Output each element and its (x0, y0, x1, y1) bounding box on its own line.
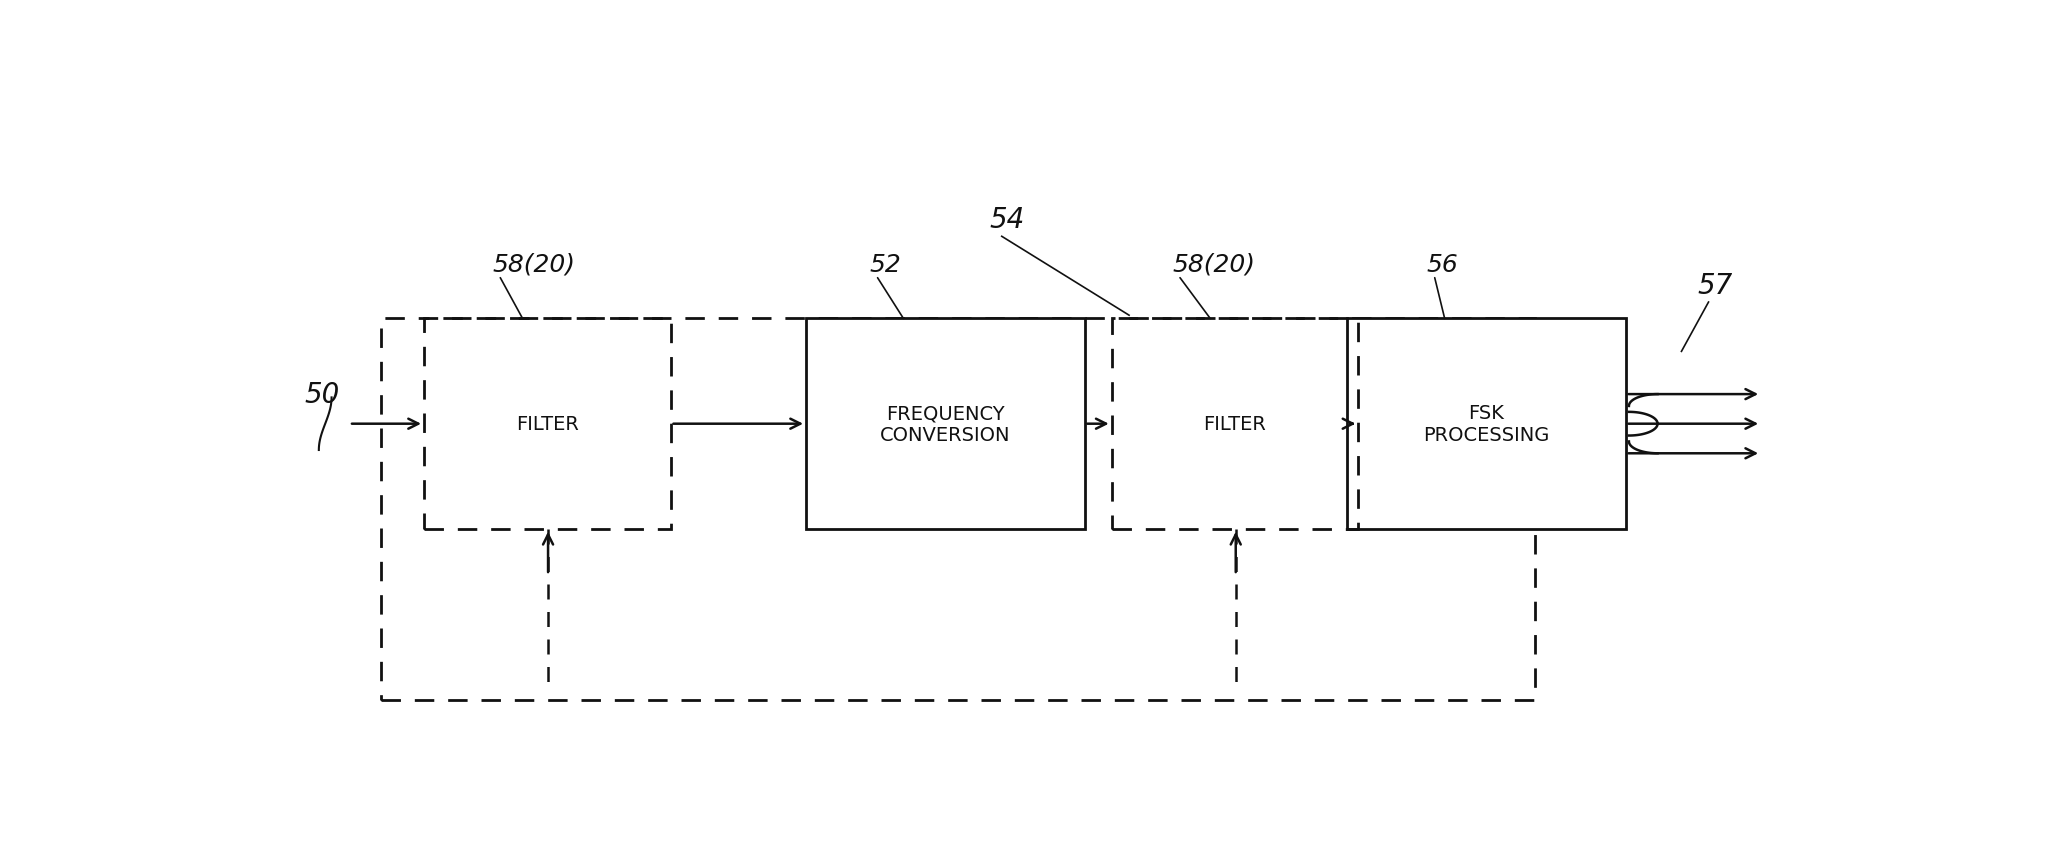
Text: 58(20): 58(20) (1173, 252, 1255, 276)
Bar (423, 319, 672, 529)
Text: 54: 54 (990, 206, 1025, 234)
Bar (380, 319, 1534, 700)
Text: 58(20): 58(20) (493, 252, 575, 276)
Bar (805, 319, 1085, 529)
Bar (1347, 319, 1627, 529)
Text: 57: 57 (1697, 271, 1734, 299)
Text: FILTER: FILTER (516, 415, 579, 433)
Text: FILTER: FILTER (1204, 415, 1267, 433)
Text: 52: 52 (869, 252, 902, 276)
Text: 56: 56 (1428, 252, 1458, 276)
Text: FREQUENCY
CONVERSION: FREQUENCY CONVERSION (879, 403, 1011, 444)
Text: FSK
PROCESSING: FSK PROCESSING (1423, 403, 1549, 444)
Bar (1111, 319, 1358, 529)
Text: 50: 50 (304, 380, 339, 409)
